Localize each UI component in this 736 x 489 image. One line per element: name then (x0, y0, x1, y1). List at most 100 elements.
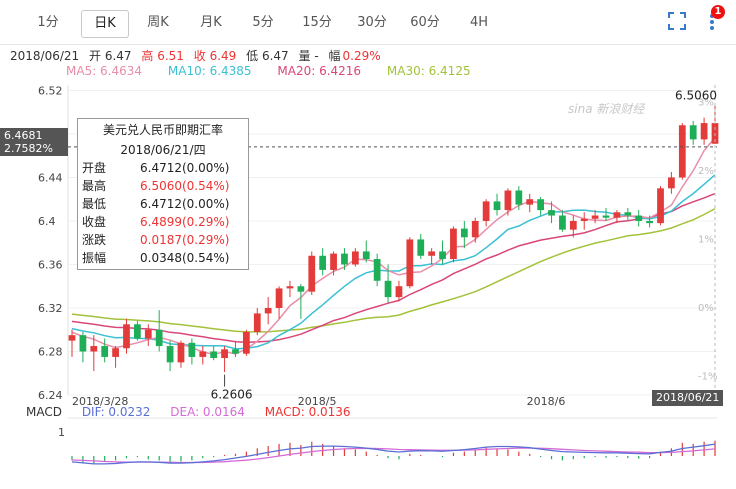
tooltip-label: 收盘 (82, 215, 107, 229)
ohlc-info-bar: 2018/06/21 开 6.47 高 6.51 收 6.49 低 6.47 量… (10, 47, 387, 64)
y-tick-label: 6.24 (38, 389, 63, 402)
candle-body (210, 351, 218, 359)
candle-body (275, 288, 283, 308)
candle-body (188, 342, 196, 357)
info-volume: 量 - (298, 49, 319, 63)
y-tick-label: 6.36 (38, 258, 63, 271)
tooltip-value: 6.4712(0.00%) (140, 197, 230, 211)
candle-body (177, 342, 185, 363)
dea-line (71, 447, 716, 464)
tab-1min[interactable]: 1分 (37, 15, 59, 30)
tab-5min[interactable]: 5分 (252, 15, 274, 30)
info-date: 2018/06/21 (10, 49, 80, 63)
candle-body (79, 335, 87, 352)
tooltip-row-open: 开盘 6.4712(0.00%) (78, 159, 248, 177)
macd-title: MACD (26, 405, 62, 419)
crosshair-price: 6.4681 (4, 129, 43, 142)
candle-body (689, 125, 697, 140)
tooltip-row-amplitude: 振幅 0.0348(0.54%) (78, 249, 248, 267)
candle-body (537, 199, 545, 211)
macd-y-tick: 1 (58, 426, 65, 439)
notification-badge[interactable]: 1 (711, 5, 725, 19)
candle-body (155, 329, 163, 347)
candle-body (460, 228, 468, 238)
info-amplitude-label: 幅 (328, 49, 341, 63)
y-tick-label: 6.28 (38, 345, 63, 358)
candle-body (439, 251, 446, 260)
candle-body (613, 212, 621, 218)
info-high: 高 6.51 (141, 49, 184, 63)
crosshair-price-label: 6.4681 2.7582% (0, 128, 68, 156)
candle-body (395, 286, 403, 298)
y-tick-label: 6.44 (38, 171, 63, 184)
candle-body (515, 190, 523, 205)
info-open: 开 6.47 (89, 49, 132, 63)
tab-30min[interactable]: 30分 (357, 15, 387, 30)
info-close: 收 6.49 (193, 49, 237, 63)
candle-body (123, 324, 130, 349)
ma30-line (71, 208, 716, 333)
tab-weekly-k[interactable]: 周K (147, 15, 169, 30)
y-tick-label: 6.32 (38, 302, 63, 315)
candle-body (482, 201, 490, 221)
candle-body (580, 218, 588, 221)
tab-daily-k[interactable]: 日K (81, 10, 129, 38)
tab-60min[interactable]: 60分 (410, 15, 440, 30)
tooltip-row-close: 收盘 6.4899(0.29%) (78, 213, 248, 231)
right-tick-label: 3% (698, 97, 714, 108)
candle-body (471, 220, 479, 238)
candle-body (668, 177, 675, 189)
candle-body (602, 215, 610, 218)
ma30-legend: MA30: 6.4125 (386, 64, 471, 78)
candle-body (569, 220, 577, 230)
candle-body (253, 313, 261, 332)
candle-body (384, 280, 392, 298)
candle-body (351, 251, 359, 265)
candle-body (144, 329, 152, 339)
candle-body (166, 346, 174, 363)
candle-body (559, 215, 566, 230)
period-tab-bar: 1分 日K 周K 月K 5分 15分 30分 60分 4H 1 (0, 0, 736, 45)
crosshair-date-label: 2018/06/21 (652, 390, 724, 406)
y-tick-label: 6.4 (38, 215, 56, 228)
tooltip-label: 振幅 (82, 251, 107, 265)
candle-body (297, 286, 305, 292)
high-annotation: 6.5060 (675, 89, 717, 103)
tab-15min[interactable]: 15分 (302, 15, 332, 30)
tooltip-title: 美元兑人民币即期汇率 (102, 123, 223, 137)
candle-body (112, 348, 119, 357)
candle-body (362, 251, 370, 260)
candle-body (678, 125, 686, 178)
candle-body (428, 251, 436, 256)
right-tick-label: 0% (698, 303, 714, 314)
right-tick-label: 2% (698, 166, 714, 177)
fullscreen-icon[interactable] (668, 12, 686, 30)
candle-body (591, 215, 599, 219)
data-tooltip: 美元兑人民币即期汇率 2018/06/21/四 开盘 6.4712(0.00%)… (77, 118, 249, 270)
candle-body (341, 253, 348, 265)
candle-body (101, 346, 109, 357)
low-annotation: 6.2606 (211, 388, 253, 402)
tooltip-value: 6.4712(0.00%) (140, 161, 230, 175)
candle-body (242, 331, 250, 354)
candle-body (221, 349, 228, 359)
candle-body (319, 255, 327, 270)
tooltip-date: 2018/06/21/四 (120, 143, 206, 157)
candle-body (134, 324, 141, 339)
tooltip-value: 6.5060(0.54%) (140, 179, 230, 193)
ma20-line (71, 192, 716, 343)
ma-legend: MA5: 6.4634 MA10: 6.4385 MA20: 6.4216 MA… (66, 64, 493, 78)
candle-body (308, 255, 316, 292)
ma20-legend: MA20: 6.4216 (277, 64, 362, 78)
candle-body (330, 253, 337, 270)
watermark: sina 新浪财经 (568, 102, 645, 116)
info-low: 低 6.47 (246, 49, 289, 63)
macd-value: MACD: 0.0136 (264, 405, 351, 419)
candle-body (232, 349, 239, 354)
candle-body (264, 307, 272, 314)
tab-monthly-k[interactable]: 月K (200, 15, 222, 30)
candle-body (417, 239, 425, 256)
tab-4h[interactable]: 4H (469, 15, 489, 30)
dif-line (71, 443, 716, 465)
candle-body (450, 228, 457, 260)
